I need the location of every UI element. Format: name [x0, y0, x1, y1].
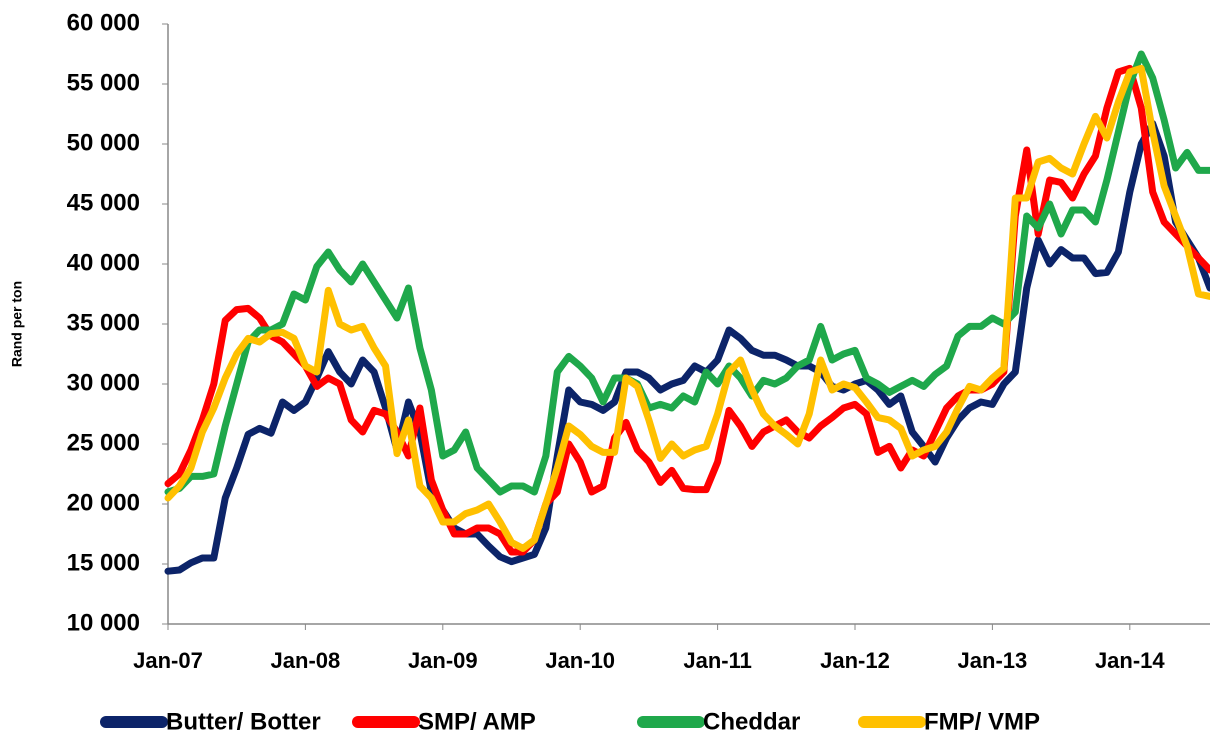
y-axis-label: Rand per ton	[9, 281, 25, 367]
y-tick-label: 60 000	[67, 9, 140, 36]
x-tick-label: Jan-07	[133, 648, 203, 673]
y-tick-label: 25 000	[67, 429, 140, 456]
line-series	[164, 50, 1210, 496]
y-tick-label: 20 000	[67, 489, 140, 516]
x-tick-label: Jan-12	[820, 648, 890, 673]
legend-label: Cheddar	[703, 708, 800, 735]
y-tick-label: 55 000	[67, 69, 140, 96]
legend-label: Butter/ Botter	[166, 708, 321, 735]
line-series	[164, 120, 1210, 575]
x-tick-label: Jan-10	[545, 648, 615, 673]
y-tick-label: 15 000	[67, 549, 140, 576]
x-tick-label: Jan-13	[958, 648, 1028, 673]
x-tick-label: Jan-09	[408, 648, 478, 673]
y-tick-label: 45 000	[67, 189, 140, 216]
x-tick-label: Jan-11	[683, 648, 752, 673]
line-series	[164, 64, 1210, 556]
y-tick-label: 35 000	[67, 309, 140, 336]
legend-label: FMP/ VMP	[924, 708, 1040, 735]
y-tick-label: 30 000	[67, 369, 140, 396]
x-tick-label: Jan-14	[1095, 648, 1165, 673]
x-tick-label: Jan-08	[271, 648, 341, 673]
line-series	[164, 64, 1210, 552]
y-tick-label: 40 000	[67, 249, 140, 276]
legend-label: SMP/ AMP	[418, 708, 536, 735]
y-tick-label: 10 000	[67, 609, 140, 636]
y-tick-label: 50 000	[67, 129, 140, 156]
